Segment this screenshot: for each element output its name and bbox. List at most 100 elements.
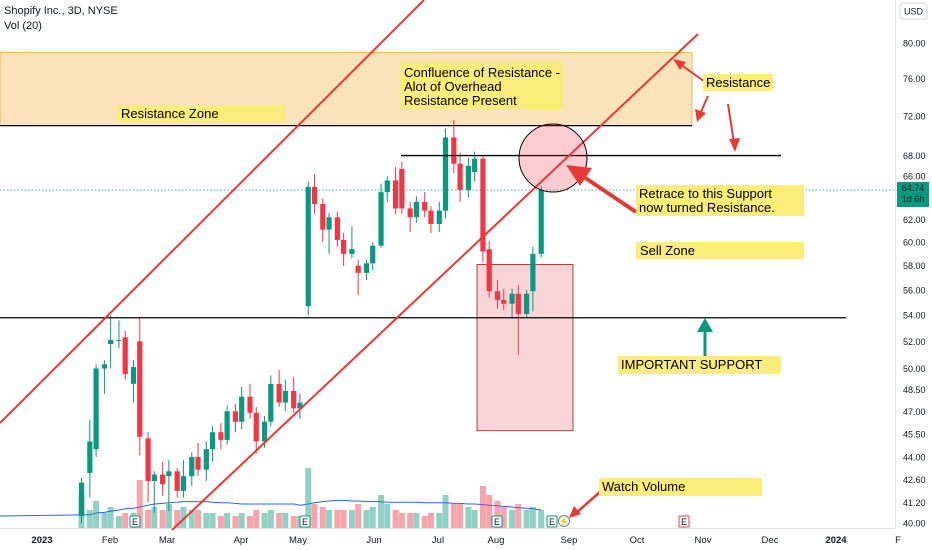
- time-axis[interactable]: 2023 Feb Mar Apr May Jun Jul Aug Sep Oct Nov Dec 202…: [31, 535, 901, 546]
- candle: [428, 206, 434, 234]
- candle: [116, 320, 122, 349]
- price-tick: 50.00: [903, 364, 926, 374]
- arrow-to-resistance-icon: [673, 59, 706, 83]
- candle: [151, 471, 157, 513]
- important-support-label: IMPORTANT SUPPORT: [621, 357, 762, 372]
- chart-title: Shopify Inc., 3D, NYSE: [4, 5, 118, 17]
- volume-bar: [238, 513, 245, 528]
- time-tick: Feb: [102, 535, 118, 546]
- event-marker[interactable]: E: [299, 515, 311, 528]
- volume-bar: [136, 480, 143, 528]
- candle: [349, 226, 355, 259]
- candle: [174, 468, 180, 498]
- volume-bar: [457, 504, 464, 528]
- candle: [501, 288, 507, 311]
- candle: [384, 176, 390, 202]
- price-tick: 60.00: [903, 238, 926, 248]
- candle: [472, 151, 478, 182]
- price-tick: 45.50: [903, 429, 926, 439]
- volume-bar: [217, 516, 224, 528]
- time-tick: May: [289, 535, 307, 546]
- candle: [457, 152, 463, 202]
- volume-bar: [369, 507, 376, 528]
- arrow-down-small-icon: [695, 95, 709, 122]
- price-tick: 76.00: [903, 74, 926, 84]
- sell-zone-label: Sell Zone: [640, 243, 695, 258]
- time-tick: 2023: [31, 535, 52, 546]
- candle: [451, 119, 457, 174]
- lower-trend-line[interactable]: [171, 33, 699, 531]
- watch-volume-annotation: Watch Volume: [599, 478, 762, 496]
- resistance-zone-label: Resistance Zone: [121, 106, 219, 121]
- candle: [203, 441, 209, 482]
- upper-trend-line[interactable]: [0, 0, 425, 424]
- price-tick: 47.00: [903, 407, 926, 417]
- volume-bar: [203, 513, 210, 528]
- volume-bar: [107, 507, 114, 528]
- candle: [407, 201, 413, 232]
- important-support-annotation: IMPORTANT SUPPORT: [618, 356, 781, 374]
- volume-bar: [319, 507, 326, 528]
- candle: [399, 161, 405, 214]
- price-tick: 66.00: [903, 172, 926, 182]
- price-badge-countdown: 1d 6h: [902, 194, 925, 204]
- candle: [494, 280, 501, 309]
- volume-bar: [326, 510, 333, 528]
- volume-bar: [267, 510, 274, 528]
- event-marker[interactable]: E: [491, 515, 503, 528]
- event-marker-label: E: [494, 517, 500, 527]
- candle: [378, 183, 384, 249]
- time-tick: Jun: [366, 535, 381, 546]
- event-marker[interactable]: E: [678, 515, 690, 528]
- candle: [253, 406, 259, 454]
- candle: [530, 246, 536, 312]
- volume-bar: [523, 510, 530, 528]
- candle: [130, 360, 137, 403]
- volume-bar: [494, 501, 501, 528]
- candle: [145, 432, 151, 503]
- volume-bar: [115, 516, 122, 528]
- price-tick: 68.00: [903, 151, 926, 161]
- price-axis[interactable]: 80.0076.0072.0068.0066.0064.0062.0060.00…: [903, 39, 926, 529]
- candle: [224, 405, 230, 445]
- time-tick: Sep: [561, 535, 578, 546]
- volume-bar: [165, 504, 172, 528]
- volume-bar: [159, 510, 166, 528]
- candle: [160, 461, 166, 496]
- price-badge: 64.74 1d 6h: [897, 181, 929, 207]
- volume-bar: [384, 504, 391, 528]
- lightning-icon[interactable]: ⚡: [558, 515, 570, 528]
- volume-bar: [407, 513, 414, 528]
- currency-button[interactable]: USD: [899, 2, 928, 20]
- svg-text:⚡: ⚡: [558, 516, 569, 528]
- candle: [247, 383, 253, 419]
- price-tick: 56.00: [903, 285, 926, 295]
- event-marker[interactable]: E: [546, 515, 558, 528]
- volume-bar: [86, 510, 93, 528]
- resistance-zone-annotation: Resistance Zone: [117, 105, 285, 122]
- volume-bar: [398, 513, 405, 528]
- candle: [232, 403, 239, 433]
- time-tick: 2024: [825, 535, 847, 546]
- volume-bar: [101, 513, 108, 528]
- arrow-down-icon: [727, 103, 740, 152]
- price-tick: 72.00: [903, 111, 926, 121]
- price-tick: 44.00: [903, 452, 926, 462]
- volume-bar: [276, 513, 283, 528]
- time-tick: Jul: [432, 535, 444, 546]
- volume-bar: [261, 513, 268, 528]
- event-marker-label: E: [549, 517, 555, 527]
- candle: [282, 379, 288, 412]
- volume-bar: [421, 516, 428, 528]
- candle: [268, 375, 274, 427]
- volume-bar: [471, 510, 478, 528]
- volume-bar: [538, 510, 545, 528]
- price-tick: 40.00: [903, 519, 926, 529]
- volume-bar: [151, 507, 158, 528]
- confluence-line-1: Confluence of Resistance -: [404, 65, 560, 80]
- event-marker[interactable]: E: [129, 515, 141, 528]
- candle: [436, 201, 442, 232]
- volume-bar: [363, 510, 370, 528]
- volume-bar: [209, 513, 216, 528]
